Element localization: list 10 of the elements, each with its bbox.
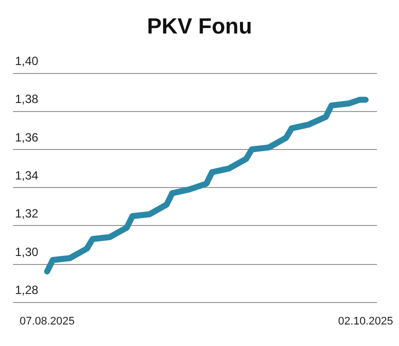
y-tick-label: 1,32 — [15, 206, 39, 221]
y-tick-label: 1,34 — [15, 168, 39, 182]
y-tick-label: 1,38 — [15, 92, 39, 106]
y-tick-label: 1,36 — [15, 130, 39, 144]
x-tick-label: 02.10.2025 — [338, 316, 394, 328]
chart-title: PKV Fonu — [146, 14, 252, 38]
y-tick-label: 1,40 — [15, 54, 39, 68]
x-tick-label: 07.08.2025 — [20, 316, 75, 328]
y-tick-label: 1,28 — [15, 283, 39, 297]
y-tick-label: 1,30 — [15, 244, 39, 259]
